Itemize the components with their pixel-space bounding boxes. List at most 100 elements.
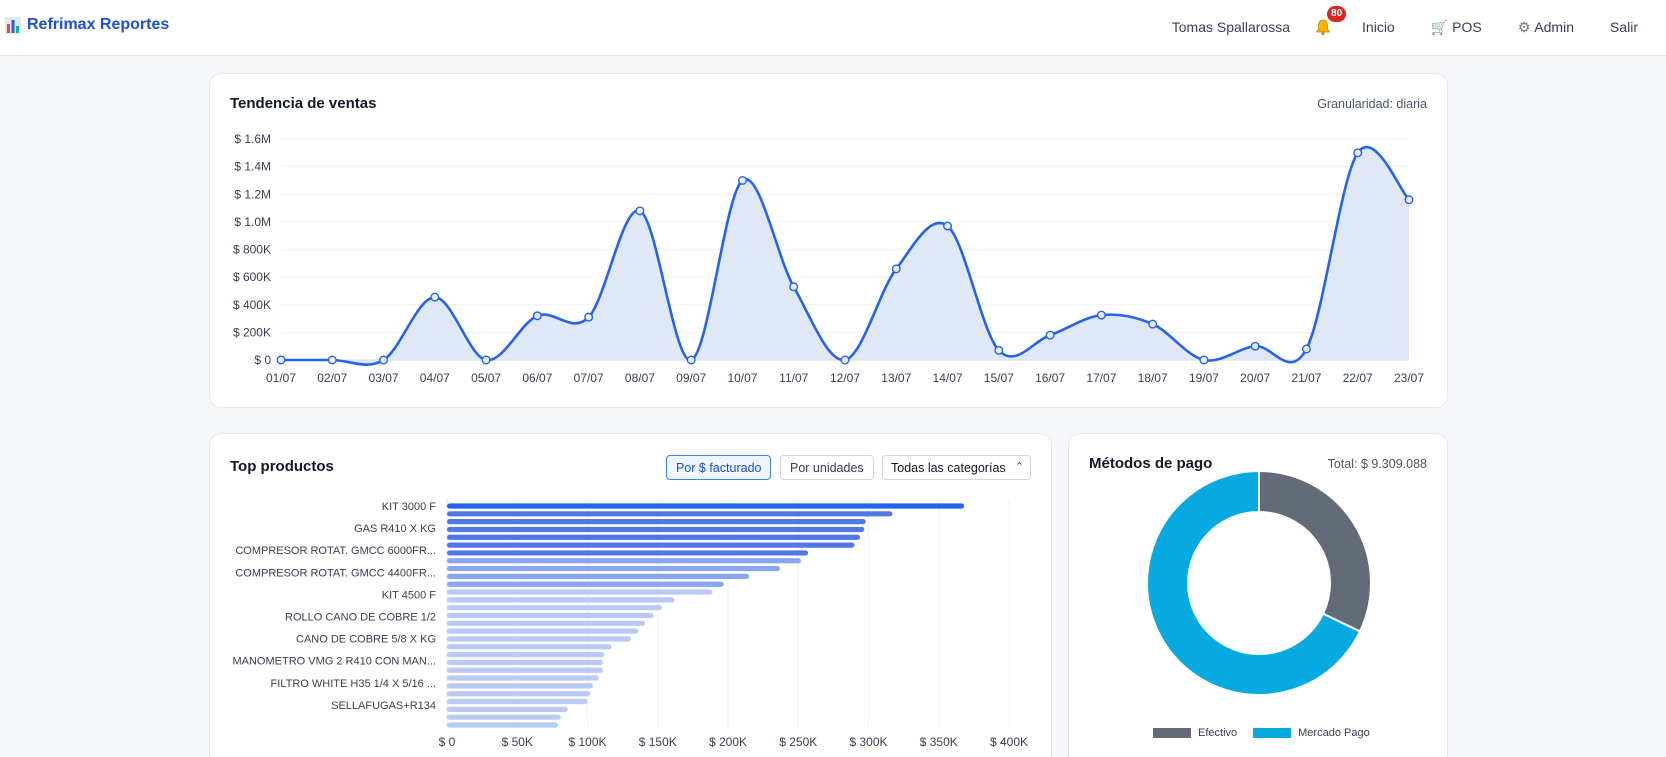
data-point-14-07: [943, 221, 953, 231]
x-tick-label: $ 300K: [849, 735, 887, 749]
nav-inicio[interactable]: Inicio: [1362, 19, 1395, 35]
y-tick-label: $ 600K: [233, 270, 271, 284]
category-select[interactable]: Todas las categorías ⌃: [882, 455, 1031, 480]
data-point-08-07: [635, 206, 645, 216]
data-point-16-07: [1045, 330, 1055, 340]
product-label: CANO DE COBRE 5/8 X KG: [296, 634, 436, 646]
nav-salir[interactable]: Salir: [1610, 19, 1638, 35]
x-tick-label: 11/07: [779, 371, 808, 385]
product-bar: [447, 722, 558, 728]
x-tick-label: 01/07: [266, 371, 296, 385]
x-tick-label: 05/07: [471, 371, 501, 385]
x-tick-label: 08/07: [625, 371, 655, 385]
x-tick-label: $ 400K: [990, 735, 1028, 749]
x-tick-label: 06/07: [522, 371, 552, 385]
nav-salir-label: Salir: [1609, 19, 1638, 35]
donut-slice-mercado-pago: [1146, 469, 1362, 696]
y-tick-label: $ 200K: [233, 325, 271, 339]
legend-swatch-efectivo: [1153, 728, 1191, 738]
product-bar: [447, 597, 675, 603]
by-amount-tab[interactable]: Por $ facturado: [666, 455, 772, 480]
data-point-21-07: [1301, 344, 1311, 354]
nav-inicio-label: Inicio: [1362, 19, 1395, 35]
brand[interactable]: Refrimax Reportes: [5, 16, 169, 34]
legend-swatch-mercado-pago: [1253, 728, 1292, 738]
product-label: MANOMETRO VMG 2 R410 CON MAN...: [232, 656, 436, 668]
top-nav: Tomas Spallarossa 80 Inicio 🛒 POS ⚙ Admi…: [1172, 0, 1666, 54]
product-bar: [447, 581, 724, 587]
data-point-20-07: [1250, 341, 1260, 351]
product-bar: [447, 620, 646, 626]
product-bar: [447, 503, 965, 509]
by-units-tab[interactable]: Por unidades: [780, 455, 874, 480]
x-tick-label: 03/07: [369, 371, 399, 385]
product-bar: [447, 691, 591, 697]
product-bar: [447, 659, 603, 666]
sales-trend-card: Tendencia de ventas Granularidad: diaria…: [209, 73, 1448, 408]
product-bar: [447, 589, 713, 595]
product-label: COMPRESOR ROTAT. GMCC 6000FR...: [235, 545, 436, 557]
y-tick-label: $ 400K: [233, 298, 271, 312]
data-point-12-07: [840, 355, 850, 365]
product-label: FILTRO WHITE H35 1/4 X 5/16 ...: [271, 678, 436, 690]
product-bar: [447, 698, 588, 705]
payment-total: Total: $ 9.309.088: [1327, 457, 1427, 471]
payment-methods-title: Métodos de pago: [1089, 455, 1213, 472]
product-bar: [447, 550, 809, 556]
select-chevron-icon: ⌃: [1014, 461, 1024, 473]
nav-admin[interactable]: ⚙ Admin: [1518, 19, 1574, 36]
product-label: GAS R410 X KG: [354, 523, 436, 535]
bell-icon: [1315, 19, 1331, 36]
x-tick-label: 04/07: [420, 371, 450, 385]
payment-methods-card: Métodos de pago Total: $ 9.309.088 Efect…: [1068, 433, 1448, 757]
payment-legend: Efectivo Mercado Pago: [1153, 727, 1370, 739]
x-tick-label: 14/07: [933, 371, 963, 385]
product-bar: [447, 675, 599, 681]
data-point-03-07: [379, 355, 389, 365]
product-bar: [447, 644, 612, 650]
cart-icon: 🛒: [1430, 18, 1449, 35]
x-tick-label: 19/07: [1189, 371, 1219, 385]
payment-methods-donut: [1146, 469, 1372, 696]
x-tick-label: 16/07: [1035, 371, 1065, 385]
x-tick-label: 09/07: [676, 371, 706, 385]
nav-pos[interactable]: 🛒 POS: [1431, 19, 1482, 36]
x-tick-label: $ 50K: [502, 735, 533, 749]
data-point-09-07: [686, 355, 696, 365]
notifications-button[interactable]: 80: [1314, 6, 1347, 36]
x-tick-label: 15/07: [984, 371, 1014, 385]
data-point-05-07: [481, 355, 491, 365]
product-bar: [447, 526, 865, 533]
legend-label-efectivo: Efectivo: [1198, 727, 1238, 739]
data-point-13-07: [891, 264, 901, 274]
x-tick-label: 22/07: [1343, 371, 1373, 385]
user-name[interactable]: Tomas Spallarossa: [1171, 19, 1291, 35]
sales-trend-title: Tendencia de ventas: [230, 95, 377, 112]
product-bar: [447, 573, 750, 579]
data-point-07-07: [584, 312, 594, 322]
product-label: SELLAFUGAS+R134: [331, 700, 436, 712]
x-tick-label: $ 200K: [709, 735, 747, 749]
x-tick-label: 18/07: [1138, 371, 1168, 385]
product-label: KIT 4500 F: [382, 589, 436, 601]
product-bar: [447, 519, 866, 525]
product-bar: [447, 683, 594, 689]
x-tick-label: 13/07: [881, 371, 911, 385]
data-point-22-07: [1353, 148, 1363, 158]
x-tick-label: $ 350K: [920, 735, 958, 749]
data-point-11-07: [789, 282, 799, 292]
product-bar: [447, 542, 855, 548]
product-bar: [447, 628, 639, 634]
data-point-15-07: [994, 345, 1004, 355]
x-tick-label: $ 250K: [779, 735, 817, 749]
x-tick-label: 17/07: [1086, 371, 1116, 385]
x-tick-label: $ 0: [439, 735, 456, 749]
data-point-01-07: [276, 355, 286, 365]
x-tick-label: $ 150K: [639, 735, 677, 749]
data-point-17-07: [1096, 310, 1106, 320]
x-tick-label: 20/07: [1240, 371, 1270, 385]
data-point-10-07: [737, 175, 747, 185]
product-bar: [447, 667, 603, 673]
product-bar: [447, 558, 802, 564]
legend-label-mercado-pago: Mercado Pago: [1298, 727, 1370, 739]
